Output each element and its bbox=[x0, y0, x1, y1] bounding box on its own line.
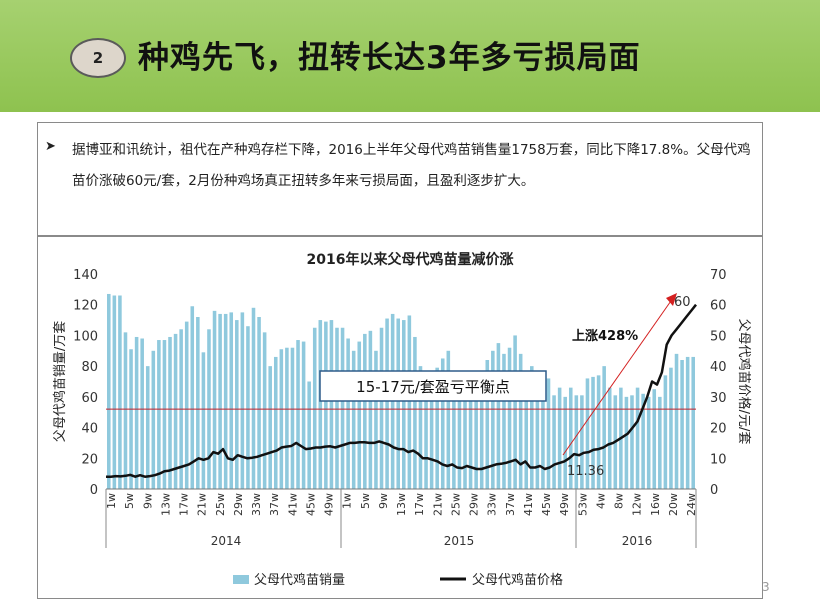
chart-frame bbox=[37, 236, 763, 599]
slide-title: 种鸡先飞，扭转长达3年多亏损局面 bbox=[138, 40, 641, 76]
slide-number-badge: 2 bbox=[70, 38, 126, 78]
page-number: 3 bbox=[762, 580, 770, 594]
arrow-bullet-icon: ➤ bbox=[45, 139, 56, 154]
title-bar bbox=[0, 0, 820, 112]
summary-box: ➤ 据博亚和讯统计，祖代在产种鸡存栏下降，2016上半年父母代鸡苗销售量1758… bbox=[37, 122, 763, 236]
summary-text: 据博亚和讯统计，祖代在产种鸡存栏下降，2016上半年父母代鸡苗销售量1758万套… bbox=[72, 142, 751, 189]
